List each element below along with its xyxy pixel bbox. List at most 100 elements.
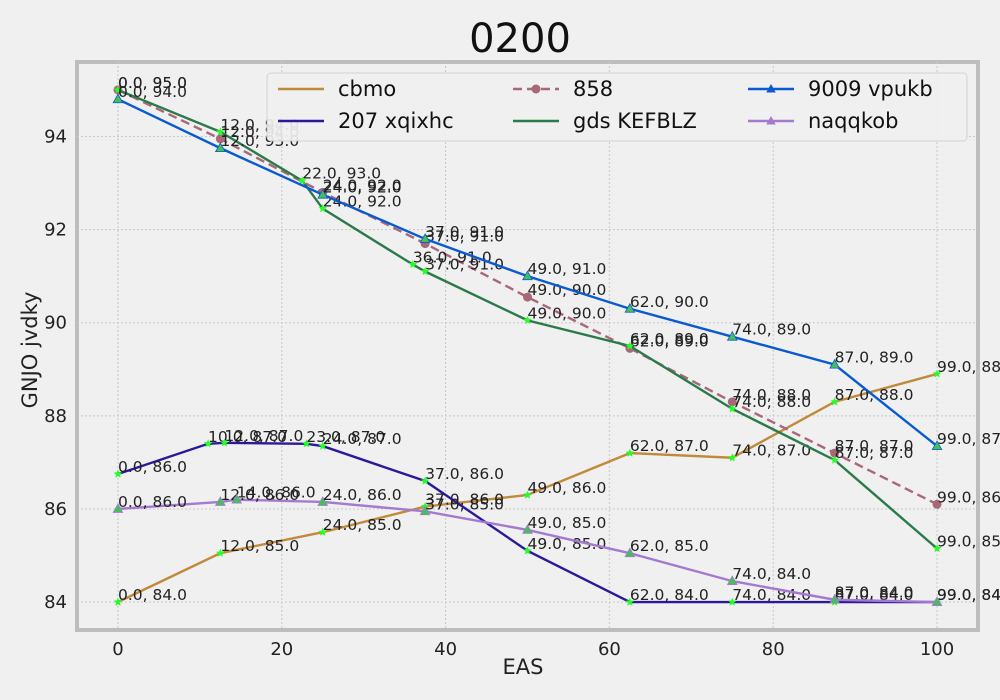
data-label: 37.0, 91.0 (425, 228, 504, 246)
data-point (523, 292, 532, 302)
data-point (727, 404, 737, 413)
data-label: 12.0, 85.0 (220, 537, 299, 555)
x-tick-label: 100 (920, 639, 954, 660)
data-label: 24.0, 92.0 (323, 176, 402, 194)
data-point (931, 440, 943, 450)
data-point (624, 547, 636, 558)
data-label: 0.0, 84.0 (118, 586, 187, 604)
data-point (112, 93, 124, 104)
data-point (317, 496, 329, 506)
data-label: 49.0, 85.0 (528, 535, 607, 553)
data-point (829, 358, 841, 369)
data-point (214, 142, 226, 153)
legend-entry: cbmo (338, 77, 396, 101)
legend-entry: 858 (573, 77, 613, 101)
data-label: 62.0, 90.0 (630, 293, 709, 311)
data-point (625, 448, 635, 457)
legend-marker (766, 116, 776, 125)
y-axis-ticks: 84 86 88 90 92 94 (44, 126, 67, 613)
series-line (117, 498, 938, 604)
data-label: 0.0, 95.0 (118, 74, 187, 92)
data-label: 0.0, 86.0 (118, 493, 187, 511)
data-label: 0.0, 86.0 (118, 458, 187, 476)
grid (77, 62, 978, 630)
data-label: 36.0, 91.0 (413, 249, 492, 267)
data-point (830, 455, 839, 464)
data-point (318, 441, 328, 450)
data-label: 74.0, 84.0 (732, 565, 811, 583)
plot-frame (75, 60, 980, 632)
data-point (625, 597, 635, 606)
legend-entry: gds KEFBLZ (573, 109, 697, 133)
data-point (113, 85, 123, 94)
data-point (726, 575, 738, 586)
data-label: 12.0, 87.0 (224, 427, 303, 445)
data-point (419, 505, 431, 516)
data-point (214, 496, 226, 506)
data-label: 99.0, 84.0 (937, 586, 1000, 604)
data-point (932, 544, 942, 553)
data-label: 24.0, 92.0 (323, 179, 402, 197)
chart-title: 0200 (469, 16, 571, 62)
data-label: 62.0, 89.0 (630, 330, 709, 348)
data-point (931, 596, 943, 606)
data-label: 62.0, 85.0 (630, 537, 709, 555)
y-axis-label: GNJO jvdky (18, 292, 42, 409)
data-label: 49.0, 85.0 (528, 514, 607, 532)
data-point (419, 233, 431, 243)
data-label: 74.0, 89.0 (732, 321, 811, 339)
y-tick-label: 88 (44, 406, 67, 427)
data-point (317, 188, 329, 199)
legend: cbmo 207 xqixhc 858 gds KEFBLZ 9009 vpukb naq… (266, 72, 968, 142)
x-tick-label: 0 (112, 639, 123, 660)
data-point (625, 341, 635, 350)
data-label: 62.0, 87.0 (630, 437, 709, 455)
data-label: 99.0, 86.0 (937, 488, 1000, 506)
data-point (216, 127, 225, 136)
data-label: 74.0, 88.0 (732, 386, 811, 404)
data-point (727, 597, 737, 606)
legend-entry: 207 xqixhc (338, 109, 454, 133)
data-label: 10.0, 87.0 (208, 428, 287, 446)
data-point (727, 453, 737, 462)
data-point (203, 439, 213, 448)
data-label: 74.0, 88.0 (732, 393, 811, 411)
series-0: 0.0, 84.0 12.0, 85.0 24.0, 85.0 37.0, 86.0 4… (113, 358, 1000, 606)
x-tick-label: 40 (434, 639, 457, 660)
y-tick-label: 84 (44, 592, 67, 613)
y-tick-label: 94 (44, 126, 67, 147)
data-point (408, 260, 418, 269)
data-label: 87.0, 87.0 (835, 437, 914, 455)
data-label: 99.0, 85.0 (937, 533, 1000, 551)
data-point (829, 593, 841, 604)
data-label: 74.0, 87.0 (732, 442, 811, 460)
series-3: 0.0, 95.012.0, 94.022.0, 93.024.0, 92.03… (113, 74, 1000, 553)
data-point (112, 503, 124, 513)
data-point (932, 369, 942, 378)
data-point (420, 267, 430, 276)
data-label: 0.0, 94.0 (118, 83, 187, 101)
data-point (932, 499, 942, 509)
data-label: 24.0, 92.0 (323, 193, 402, 211)
data-label: 0.0, 95.0 (118, 74, 187, 92)
data-label: 37.0, 85.0 (425, 495, 504, 513)
data-point (523, 546, 532, 555)
x-tick-label: 20 (270, 639, 293, 660)
data-point (523, 490, 532, 499)
x-axis-label: EAS (503, 655, 544, 679)
data-label: 14.0, 86.0 (237, 484, 316, 502)
series-5: 0.0, 86.0 12.0, 86.014.0, 86.0 24.0, 86.0 3… (112, 484, 1000, 606)
data-label: 99.0, 88.0 (937, 358, 1000, 376)
legend-marker (531, 84, 541, 94)
y-tick-label: 86 (44, 499, 67, 520)
legend-marker (766, 84, 776, 93)
data-point (231, 493, 243, 504)
data-label: 49.0, 86.0 (528, 479, 607, 497)
data-point (215, 134, 225, 144)
data-point (522, 524, 533, 534)
data-label: 12.0, 86.0 (220, 486, 299, 504)
data-point (297, 176, 307, 185)
x-tick-label: 60 (598, 639, 621, 660)
data-label: 24.0, 86.0 (323, 486, 402, 504)
